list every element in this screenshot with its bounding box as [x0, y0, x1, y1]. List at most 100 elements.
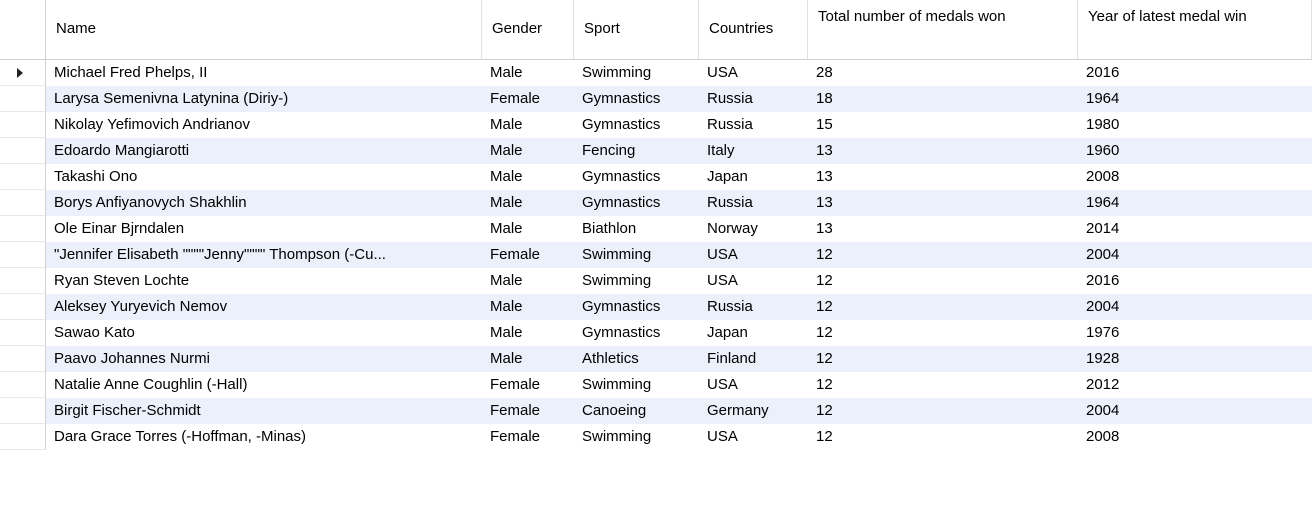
row-header[interactable]	[0, 268, 46, 294]
cell-sport[interactable]: Gymnastics	[582, 194, 661, 211]
cell-sport[interactable]: Gymnastics	[582, 168, 661, 185]
cell-gender[interactable]: Female	[490, 90, 541, 107]
cell-name[interactable]: Paavo Johannes Nurmi	[54, 350, 210, 367]
cell-country[interactable]: USA	[707, 246, 738, 263]
cell-country[interactable]: USA	[707, 376, 738, 393]
cell-country[interactable]: Italy	[707, 142, 735, 159]
cell-name[interactable]: Ole Einar Bjrndalen	[54, 220, 185, 237]
table-row[interactable]: Aleksey Yuryevich Nemov Male Gymnastics Rus…	[0, 294, 1312, 320]
table-row[interactable]: Nikolay Yefimovich Andrianov Male Gymnasti…	[0, 112, 1312, 138]
cell-name[interactable]: Birgit Fischer-Schmidt	[54, 402, 201, 419]
cell-gender[interactable]: Male	[490, 220, 523, 237]
cell-latest-year[interactable]: 1928	[1086, 350, 1120, 367]
cell-latest-year[interactable]: 2014	[1086, 220, 1120, 237]
cell-name[interactable]: Ryan Steven Lochte	[54, 272, 190, 289]
column-header-total-medals[interactable]: Total number of medals won	[808, 0, 1078, 59]
cell-gender[interactable]: Male	[490, 142, 523, 159]
row-header[interactable]	[0, 190, 46, 216]
cell-total-medals[interactable]: 12	[816, 428, 833, 445]
cell-latest-year[interactable]: 1980	[1086, 116, 1120, 133]
column-header-latest-year[interactable]: Year of latest medal win	[1078, 0, 1312, 59]
cell-name[interactable]: Dara Grace Torres (-Hoffman, -Minas)	[54, 428, 307, 445]
cell-name[interactable]: Michael Fred Phelps, II	[54, 64, 208, 81]
table-row[interactable]: Sawao Kato Male Gymnastics Japan 12 1976	[0, 320, 1312, 346]
cell-latest-year[interactable]: 2016	[1086, 64, 1120, 81]
cell-name[interactable]: Aleksey Yuryevich Nemov	[54, 298, 228, 315]
cell-gender[interactable]: Male	[490, 116, 523, 133]
row-header[interactable]	[0, 112, 46, 138]
cell-name[interactable]: Larysa Semenivna Latynina (Diriy-)	[54, 90, 289, 107]
cell-latest-year[interactable]: 2016	[1086, 272, 1120, 289]
cell-total-medals[interactable]: 12	[816, 272, 833, 289]
cell-country[interactable]: Russia	[707, 298, 753, 315]
cell-latest-year[interactable]: 2004	[1086, 402, 1120, 419]
cell-total-medals[interactable]: 13	[816, 194, 833, 211]
table-row[interactable]: Birgit Fischer-Schmidt Female Canoeing Germ…	[0, 398, 1312, 424]
row-header[interactable]	[0, 60, 46, 86]
cell-sport[interactable]: Biathlon	[582, 220, 637, 237]
cell-total-medals[interactable]: 13	[816, 220, 833, 237]
table-row[interactable]: "Jennifer Elisabeth """"Jenny"""" Thomps…	[0, 242, 1312, 268]
cell-total-medals[interactable]: 12	[816, 350, 833, 367]
cell-name[interactable]: Sawao Kato	[54, 324, 135, 341]
cell-gender[interactable]: Male	[490, 298, 523, 315]
cell-total-medals[interactable]: 15	[816, 116, 833, 133]
cell-sport[interactable]: Swimming	[582, 428, 652, 445]
cell-country[interactable]: Russia	[707, 90, 753, 107]
cell-gender[interactable]: Male	[490, 64, 523, 81]
cell-gender[interactable]: Male	[490, 324, 523, 341]
table-row[interactable]: Paavo Johannes Nurmi Male Athletics Finland…	[0, 346, 1312, 372]
cell-latest-year[interactable]: 2004	[1086, 246, 1120, 263]
row-header[interactable]	[0, 138, 46, 164]
cell-gender[interactable]: Male	[490, 194, 523, 211]
row-header[interactable]	[0, 86, 46, 112]
cell-country[interactable]: USA	[707, 64, 738, 81]
cell-sport[interactable]: Swimming	[582, 272, 652, 289]
cell-country[interactable]: USA	[707, 428, 738, 445]
cell-gender[interactable]: Female	[490, 376, 541, 393]
cell-sport[interactable]: Swimming	[582, 64, 652, 81]
cell-sport[interactable]: Canoeing	[582, 402, 647, 419]
column-header-gender[interactable]: Gender	[482, 0, 574, 59]
row-header[interactable]	[0, 346, 46, 372]
table-row[interactable]: Michael Fred Phelps, II Male Swimming USA 28…	[0, 60, 1312, 86]
cell-sport[interactable]: Gymnastics	[582, 90, 661, 107]
cell-latest-year[interactable]: 1976	[1086, 324, 1120, 341]
cell-gender[interactable]: Female	[490, 402, 541, 419]
table-row[interactable]: Takashi Ono Male Gymnastics Japan 13 2008	[0, 164, 1312, 190]
cell-sport[interactable]: Swimming	[582, 376, 652, 393]
cell-sport[interactable]: Athletics	[582, 350, 639, 367]
cell-gender[interactable]: Male	[490, 350, 523, 367]
cell-latest-year[interactable]: 2008	[1086, 428, 1120, 445]
cell-total-medals[interactable]: 12	[816, 376, 833, 393]
row-header[interactable]	[0, 398, 46, 424]
row-header[interactable]	[0, 242, 46, 268]
cell-total-medals[interactable]: 28	[816, 64, 833, 81]
cell-latest-year[interactable]: 2012	[1086, 376, 1120, 393]
cell-sport[interactable]: Fencing	[582, 142, 636, 159]
column-header-countries[interactable]: Countries	[699, 0, 808, 59]
cell-gender[interactable]: Male	[490, 168, 523, 185]
cell-sport[interactable]: Gymnastics	[582, 116, 661, 133]
cell-latest-year[interactable]: 2008	[1086, 168, 1120, 185]
cell-country[interactable]: USA	[707, 272, 738, 289]
row-header[interactable]	[0, 372, 46, 398]
table-row[interactable]: Borys Anfiyanovych Shakhlin Male Gymnastic…	[0, 190, 1312, 216]
cell-latest-year[interactable]: 1964	[1086, 90, 1120, 107]
cell-total-medals[interactable]: 12	[816, 298, 833, 315]
cell-total-medals[interactable]: 18	[816, 90, 833, 107]
table-row[interactable]: Ole Einar Bjrndalen Male Biathlon Norway 13 2…	[0, 216, 1312, 242]
cell-country[interactable]: Russia	[707, 194, 753, 211]
cell-country[interactable]: Russia	[707, 116, 753, 133]
cell-country[interactable]: Germany	[707, 402, 769, 419]
cell-gender[interactable]: Female	[490, 428, 541, 445]
table-row[interactable]: Natalie Anne Coughlin (-Hall) Female Swimm…	[0, 372, 1312, 398]
cell-total-medals[interactable]: 13	[816, 142, 833, 159]
cell-name[interactable]: Takashi Ono	[54, 168, 138, 185]
row-header[interactable]	[0, 424, 46, 450]
row-header[interactable]	[0, 216, 46, 242]
row-header[interactable]	[0, 320, 46, 346]
cell-sport[interactable]: Gymnastics	[582, 324, 661, 341]
cell-country[interactable]: Japan	[707, 168, 748, 185]
